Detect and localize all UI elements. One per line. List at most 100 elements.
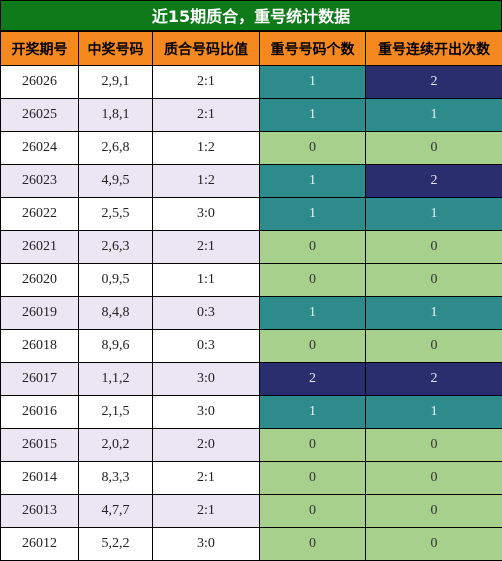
cell-repeat-count: 1 [260,198,366,231]
cell-repeat-count: 1 [260,99,366,132]
cell-ratio: 0:3 [153,297,260,330]
header-repeat-count: 重号号码个数 [260,32,366,66]
cell-numbers: 1,1,2 [79,363,153,396]
cell-consecutive: 2 [366,363,502,396]
cell-period: 26024 [1,132,79,165]
cell-period: 26016 [1,396,79,429]
cell-ratio: 2:1 [153,66,260,99]
table-header-row: 开奖期号 中奖号码 质合号码比值 重号号码个数 重号连续开出次数 [1,32,502,66]
cell-consecutive: 0 [366,264,502,297]
cell-numbers: 8,3,3 [79,462,153,495]
cell-consecutive: 1 [366,99,502,132]
cell-repeat-count: 1 [260,297,366,330]
cell-ratio: 2:0 [153,429,260,462]
cell-consecutive: 1 [366,297,502,330]
cell-consecutive: 0 [366,429,502,462]
cell-period: 26022 [1,198,79,231]
cell-period: 26012 [1,528,79,561]
cell-numbers: 5,2,2 [79,528,153,561]
cell-repeat-count: 2 [260,363,366,396]
cell-period: 26019 [1,297,79,330]
cell-period: 26018 [1,330,79,363]
cell-repeat-count: 0 [260,528,366,561]
header-period: 开奖期号 [1,32,79,66]
cell-period: 26020 [1,264,79,297]
cell-repeat-count: 0 [260,495,366,528]
page-title: 近15期质合，重号统计数据 [0,0,502,31]
cell-ratio: 2:1 [153,99,260,132]
cell-ratio: 2:1 [153,231,260,264]
cell-ratio: 2:1 [153,495,260,528]
cell-numbers: 8,9,6 [79,330,153,363]
cell-numbers: 2,0,2 [79,429,153,462]
cell-ratio: 3:0 [153,528,260,561]
cell-consecutive: 0 [366,495,502,528]
cell-numbers: 2,6,3 [79,231,153,264]
cell-consecutive: 1 [366,396,502,429]
cell-repeat-count: 0 [260,231,366,264]
cell-repeat-count: 1 [260,396,366,429]
cell-period: 26021 [1,231,79,264]
cell-numbers: 0,9,5 [79,264,153,297]
cell-period: 26025 [1,99,79,132]
cell-consecutive: 0 [366,330,502,363]
cell-period: 26017 [1,363,79,396]
cell-consecutive: 0 [366,462,502,495]
cell-ratio: 1:2 [153,165,260,198]
cell-numbers: 1,8,1 [79,99,153,132]
cell-numbers: 8,4,8 [79,297,153,330]
header-consecutive: 重号连续开出次数 [366,32,502,66]
cell-repeat-count: 1 [260,66,366,99]
cell-ratio: 1:2 [153,132,260,165]
cell-ratio: 3:0 [153,198,260,231]
cell-period: 26014 [1,462,79,495]
cell-consecutive: 2 [366,66,502,99]
cell-repeat-count: 0 [260,264,366,297]
cell-numbers: 4,9,5 [79,165,153,198]
header-ratio: 质合号码比值 [153,32,260,66]
cell-period: 26013 [1,495,79,528]
cell-numbers: 2,1,5 [79,396,153,429]
cell-period: 26023 [1,165,79,198]
cell-consecutive: 1 [366,198,502,231]
cell-numbers: 2,9,1 [79,66,153,99]
cell-consecutive: 0 [366,528,502,561]
cell-numbers: 4,7,7 [79,495,153,528]
cell-period: 26015 [1,429,79,462]
cell-repeat-count: 0 [260,330,366,363]
cell-numbers: 2,5,5 [79,198,153,231]
cell-consecutive: 0 [366,132,502,165]
cell-numbers: 2,6,8 [79,132,153,165]
cell-consecutive: 0 [366,231,502,264]
cell-repeat-count: 0 [260,462,366,495]
cell-period: 26026 [1,66,79,99]
cell-ratio: 3:0 [153,363,260,396]
cell-consecutive: 2 [366,165,502,198]
cell-ratio: 3:0 [153,396,260,429]
cell-ratio: 0:3 [153,330,260,363]
cell-repeat-count: 0 [260,132,366,165]
cell-repeat-count: 1 [260,165,366,198]
cell-ratio: 2:1 [153,462,260,495]
cell-repeat-count: 0 [260,429,366,462]
cell-ratio: 1:1 [153,264,260,297]
header-numbers: 中奖号码 [79,32,153,66]
